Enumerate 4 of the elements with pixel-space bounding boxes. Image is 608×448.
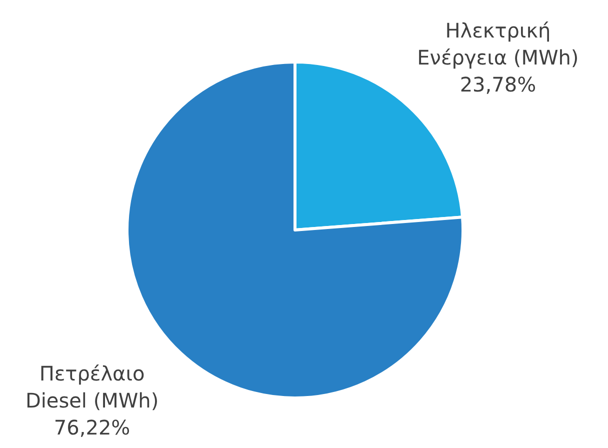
data-label: 23,78%: [460, 72, 536, 96]
slice-label: Πετρέλαιο Diesel (MWh): [25, 362, 159, 413]
slice-label: Ηλεκτρική Ενέργεια (MWh): [417, 18, 579, 70]
data-label: 76,22%: [54, 416, 130, 440]
